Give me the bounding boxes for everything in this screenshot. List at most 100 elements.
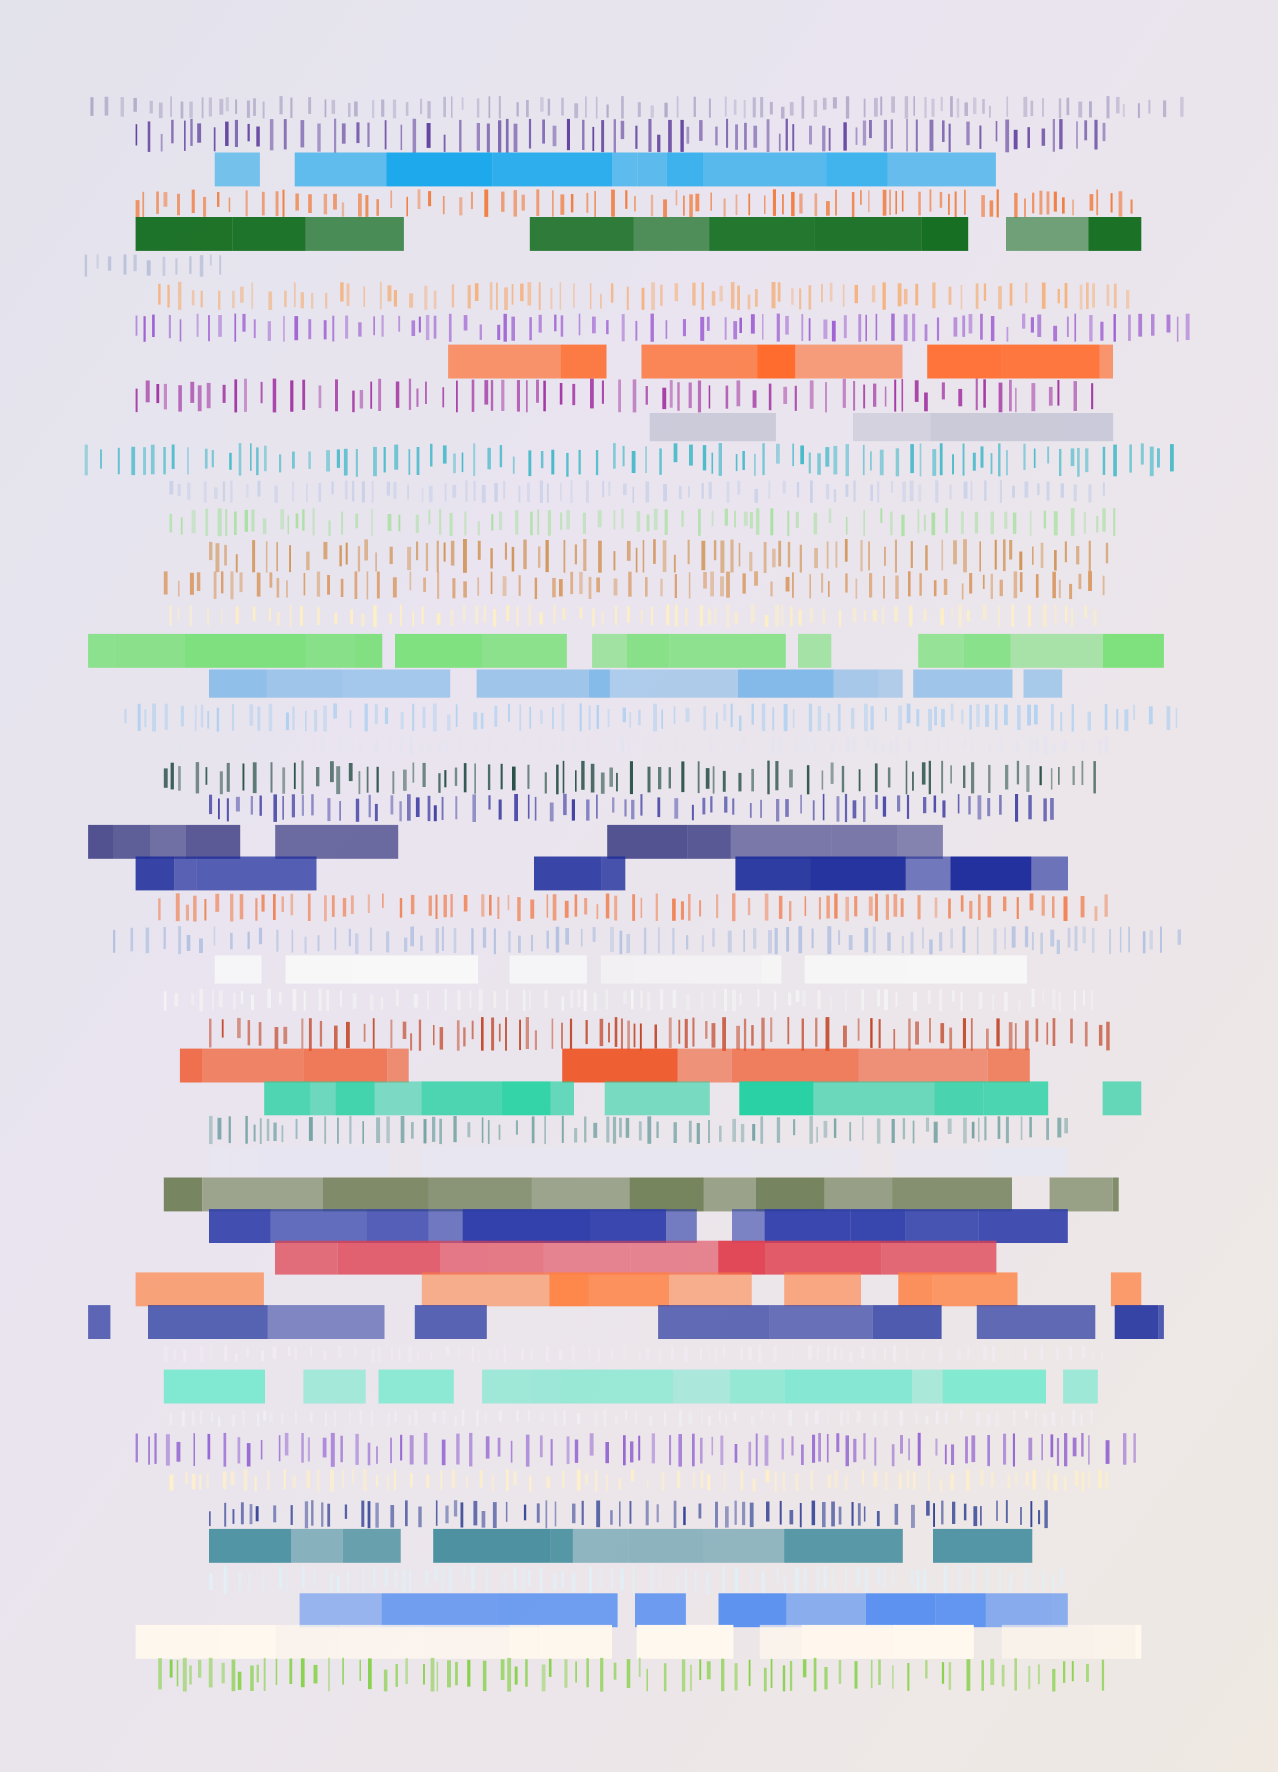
stripe-tick bbox=[501, 379, 505, 411]
stripe-block bbox=[833, 669, 879, 698]
stripe-tick bbox=[235, 606, 239, 625]
stripe-tick bbox=[735, 124, 738, 150]
stripe-tick bbox=[785, 576, 790, 592]
stripe-tick bbox=[708, 1120, 710, 1143]
stripe-tick bbox=[923, 1569, 926, 1592]
stripe-tick bbox=[231, 1659, 236, 1692]
stripe-tick bbox=[651, 282, 655, 311]
stripe-tick bbox=[222, 481, 226, 502]
stripe-tick bbox=[487, 447, 491, 470]
stripe-tick bbox=[950, 96, 953, 117]
stripe-block bbox=[935, 1593, 986, 1628]
stripe-tick bbox=[398, 315, 401, 332]
stripe-tick bbox=[225, 97, 229, 112]
stripe-tick bbox=[818, 1433, 821, 1462]
stripe-tick bbox=[135, 315, 138, 336]
stripe-block bbox=[135, 217, 233, 251]
stripe-tick bbox=[949, 484, 952, 500]
stripe-tick bbox=[423, 1432, 428, 1465]
stripe-tick bbox=[384, 707, 389, 724]
stripe-tick bbox=[362, 1566, 365, 1593]
stripe-tick bbox=[722, 770, 726, 792]
stripe-tick bbox=[830, 996, 832, 1011]
stripe-tick bbox=[742, 573, 746, 594]
stripe-tick bbox=[721, 1658, 725, 1692]
stripe-tick bbox=[735, 742, 739, 754]
stripe-tick bbox=[169, 513, 173, 533]
stripe-block bbox=[1112, 1177, 1119, 1212]
stripe-tick bbox=[221, 609, 223, 624]
stripe-tick bbox=[408, 1414, 411, 1425]
stripe-tick bbox=[269, 1412, 273, 1422]
stripe-tick bbox=[152, 314, 155, 337]
stripe-tick bbox=[795, 1473, 799, 1491]
stripe-tick bbox=[996, 189, 999, 218]
stripe-tick bbox=[828, 128, 831, 151]
stripe-tick bbox=[460, 1502, 464, 1528]
stripe-tick bbox=[910, 931, 914, 954]
stripe-tick bbox=[399, 801, 402, 822]
stripe-tick bbox=[228, 1116, 231, 1144]
stripe-tick bbox=[813, 100, 818, 117]
stripe-tick bbox=[483, 605, 486, 623]
stripe-tick bbox=[323, 1350, 327, 1361]
stripe-tick bbox=[309, 1412, 313, 1423]
stripe-tick bbox=[463, 581, 467, 598]
stripe-tick bbox=[614, 895, 618, 921]
stripe-block bbox=[291, 1528, 343, 1563]
stripe-tick bbox=[442, 196, 445, 215]
stripe-tick bbox=[545, 1345, 549, 1362]
stripe-tick bbox=[846, 737, 850, 751]
stripe-tick bbox=[813, 512, 818, 535]
stripe-tick bbox=[999, 737, 1003, 753]
stripe-tick bbox=[834, 893, 838, 919]
stripe-tick bbox=[1071, 609, 1073, 627]
stripe-tick bbox=[481, 485, 486, 503]
stripe-block bbox=[88, 633, 114, 668]
stripe-tick bbox=[603, 1409, 607, 1427]
stripe-tick bbox=[844, 793, 848, 823]
stripe-tick bbox=[209, 1018, 212, 1048]
stripe-block bbox=[731, 1048, 859, 1083]
stripe-tick bbox=[968, 314, 973, 334]
stripe-tick bbox=[185, 904, 189, 921]
stripe-tick bbox=[1025, 1020, 1029, 1051]
stripe-tick bbox=[808, 452, 811, 474]
stripe-tick bbox=[1113, 314, 1116, 342]
stripe-tick bbox=[743, 511, 748, 526]
stripe-tick bbox=[592, 316, 596, 334]
stripe-tick bbox=[882, 796, 887, 817]
stripe-block bbox=[229, 1147, 260, 1176]
stripe-tick bbox=[685, 608, 688, 626]
stripe-tick bbox=[551, 1018, 554, 1049]
stripe-tick bbox=[1003, 539, 1006, 572]
stripe-tick bbox=[975, 378, 978, 411]
stripe-tick bbox=[454, 1416, 457, 1426]
stripe-tick bbox=[193, 1433, 195, 1466]
stripe-tick bbox=[932, 449, 937, 476]
stripe-tick bbox=[428, 895, 432, 916]
stripe-tick bbox=[844, 1566, 847, 1591]
stripe-block bbox=[826, 152, 888, 187]
stripe-block bbox=[88, 824, 114, 859]
stripe-tick bbox=[1025, 1471, 1029, 1486]
stripe-tick bbox=[150, 444, 155, 475]
stripe-tick bbox=[701, 282, 704, 310]
stripe-tick bbox=[536, 379, 539, 403]
stripe-block bbox=[1023, 669, 1063, 698]
stripe-tick bbox=[473, 480, 476, 501]
stripe-tick bbox=[389, 612, 392, 625]
stripe-tick bbox=[530, 899, 535, 919]
stripe-tick bbox=[593, 992, 597, 1011]
stripe-tick bbox=[1104, 704, 1108, 731]
stripe-tick bbox=[1050, 704, 1054, 731]
stripe-block bbox=[649, 413, 776, 442]
stripe-tick bbox=[882, 606, 885, 625]
stripe-tick bbox=[681, 1659, 686, 1692]
stripe-block bbox=[739, 1081, 814, 1116]
stripe-tick bbox=[475, 744, 477, 754]
stripe-tick bbox=[199, 1410, 203, 1424]
stripe-tick bbox=[281, 896, 284, 912]
stripe-tick bbox=[187, 447, 189, 475]
stripe-tick bbox=[264, 445, 267, 472]
